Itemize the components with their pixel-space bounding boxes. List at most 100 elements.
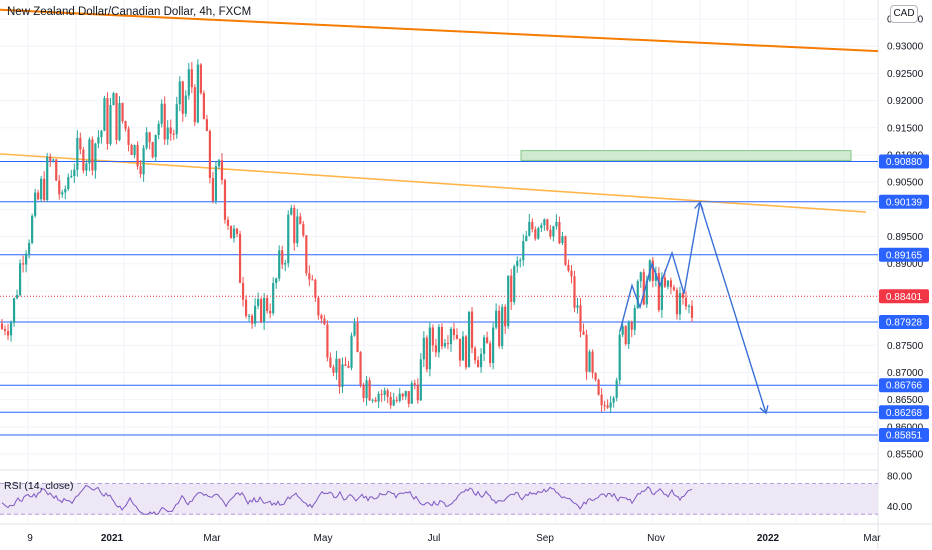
price-tick-label: 0.87500 (887, 341, 924, 352)
candle-body (43, 178, 46, 200)
price-tick-label: 0.92500 (887, 69, 924, 80)
candle-body (145, 132, 148, 148)
time-tick-label: 2022 (757, 533, 780, 544)
candle-body (419, 359, 422, 401)
candle-body (226, 219, 230, 226)
candle-body (401, 393, 404, 397)
level-tag (879, 405, 929, 420)
level-tag-label: 0.85851 (886, 430, 923, 441)
candle-body (353, 322, 356, 336)
candle-body (314, 279, 317, 298)
price-tick-label: 0.89500 (887, 232, 924, 243)
candle-body (434, 345, 437, 353)
candle-body (588, 351, 591, 372)
candle-body (404, 391, 407, 397)
candle-body (504, 306, 507, 327)
projection-arrow-down (759, 405, 769, 415)
candle-body (389, 396, 392, 406)
candle-body (371, 399, 374, 401)
candle-body (52, 159, 55, 161)
candle-body (250, 315, 254, 324)
candle-body (163, 103, 166, 140)
candle-body (675, 289, 679, 315)
candle-body (73, 169, 76, 176)
candle-body (540, 225, 543, 229)
rsi-tick-label: 40.00 (887, 502, 912, 513)
level-tag (879, 247, 929, 262)
candle-body (335, 358, 338, 373)
candle-body (199, 64, 202, 94)
candle-body (452, 328, 456, 336)
candle-body (501, 306, 504, 347)
candle-body (564, 236, 567, 265)
candle-body (305, 235, 308, 274)
price-tick-label: 0.85500 (887, 450, 924, 461)
candle-body (347, 365, 350, 368)
candle-body (359, 352, 362, 385)
candle-body (40, 178, 43, 200)
candle-body (34, 192, 37, 216)
candle-body (636, 281, 639, 309)
candle-body (55, 159, 58, 181)
candle-body (473, 348, 477, 361)
candle-body (18, 263, 22, 296)
candle-body (440, 326, 444, 347)
price-tick-label: 0.91500 (887, 123, 924, 134)
candle-body (585, 334, 588, 372)
candle-body (205, 119, 208, 131)
projection-arrow-up (694, 200, 704, 211)
time-tick-label: Nov (647, 533, 665, 544)
candle-body (269, 310, 272, 314)
time-tick-label: Jul (428, 533, 441, 544)
candle-body (136, 145, 139, 167)
candle-body (223, 179, 227, 220)
level-tag (879, 427, 929, 442)
rsi-label: RSI (14, close) (4, 480, 74, 492)
candle-body (591, 351, 594, 373)
candle-body (663, 277, 666, 287)
candle-body (627, 322, 630, 345)
candle-body (672, 287, 676, 290)
candle-body (109, 105, 112, 144)
candle-body (624, 326, 627, 345)
candle-body (58, 180, 61, 195)
chart-title: New Zealand Dollar/Canadian Dollar, 4h, … (7, 6, 252, 18)
candle-body (175, 104, 178, 135)
candle-body (356, 322, 359, 353)
last-price-tag-label: 0.88401 (886, 292, 923, 303)
level-tag-label: 0.86766 (886, 381, 923, 392)
trendline-upper (0, 8, 879, 53)
candle-body (235, 228, 239, 234)
candle-body (606, 405, 609, 408)
candle-body (458, 338, 462, 361)
candle-body (603, 405, 606, 407)
candle-body (582, 331, 585, 335)
time-tick-label: 9 (27, 533, 33, 544)
candle-body (157, 123, 160, 135)
candle-body (6, 330, 10, 336)
candle-body (308, 273, 311, 280)
candle-body (241, 282, 245, 300)
candle-body (67, 177, 70, 189)
candle-body (247, 315, 251, 317)
candle-body (546, 219, 549, 230)
candle-body (31, 215, 34, 243)
candle-body (290, 207, 293, 215)
candle-body (133, 145, 136, 155)
time-tick-label: Sep (536, 533, 554, 544)
candle-body (154, 134, 157, 158)
trendline-lower (0, 153, 867, 213)
candle-body (594, 372, 597, 380)
candle-body (413, 383, 416, 385)
candle-body (558, 221, 561, 244)
candle-body (76, 137, 79, 170)
candle-body (528, 221, 531, 236)
candle-body (437, 326, 440, 353)
currency-button[interactable]: CAD (890, 5, 918, 23)
last-price-tag (879, 289, 929, 304)
candle-body (121, 102, 124, 122)
candle-body (49, 156, 52, 161)
level-tag-label: 0.89165 (886, 250, 923, 261)
candle-body (172, 133, 175, 135)
